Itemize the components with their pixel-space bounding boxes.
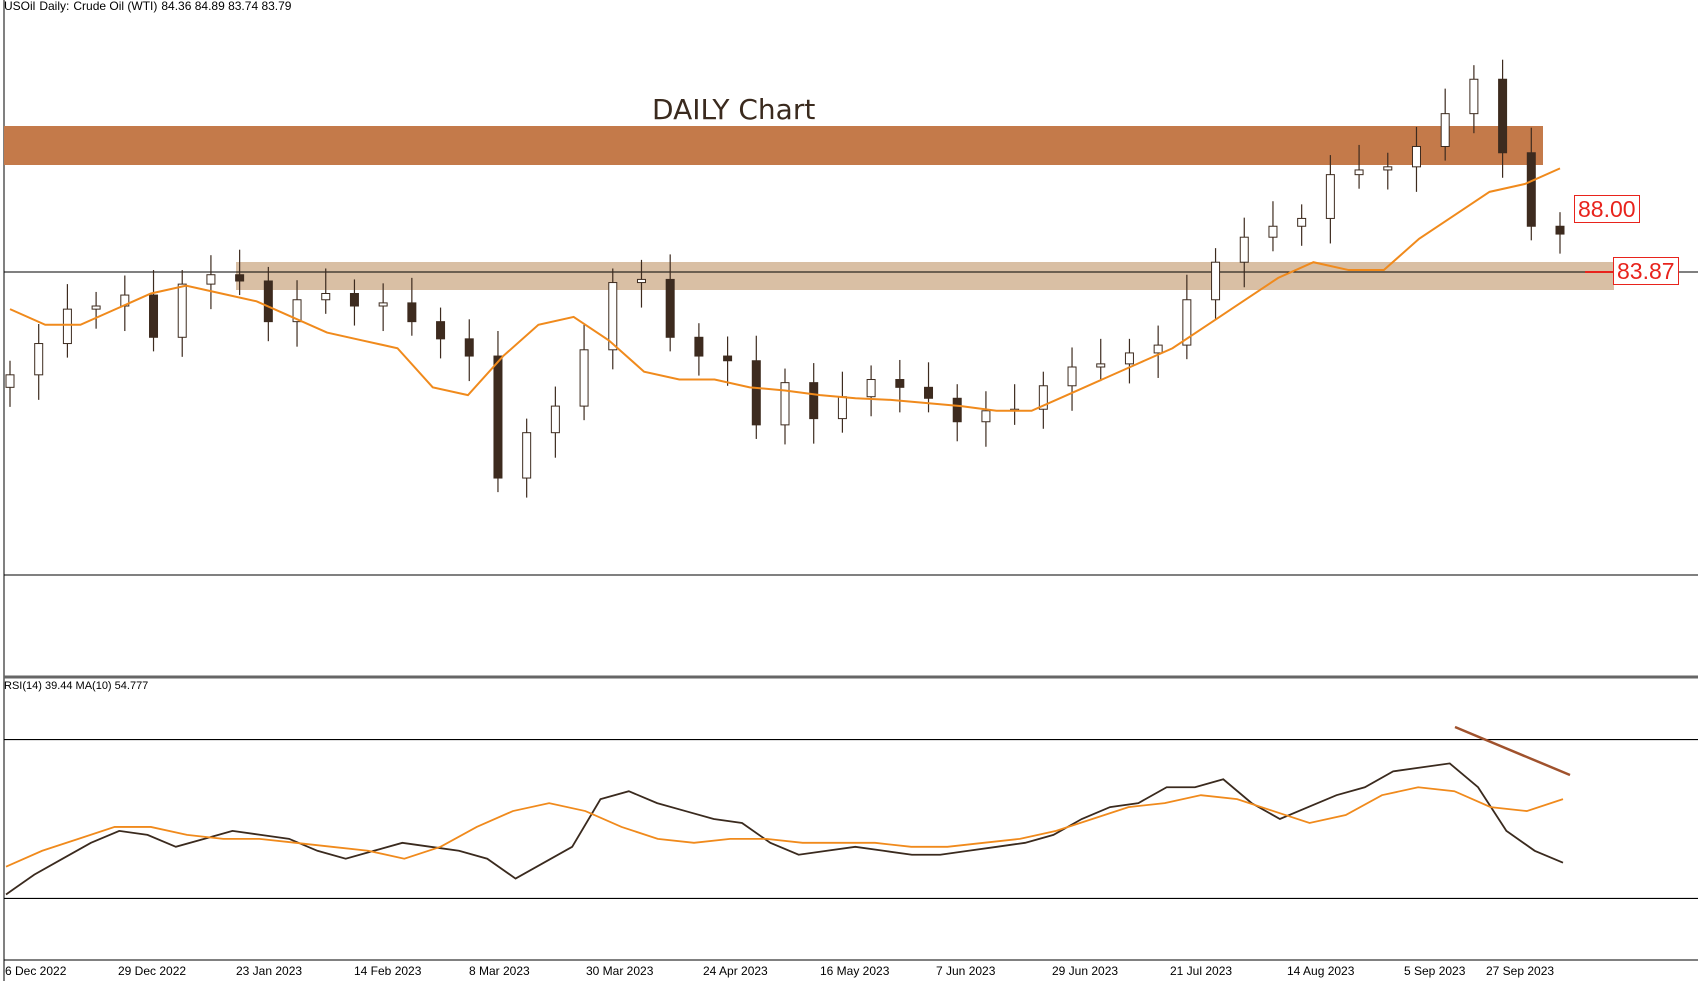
x-tick-label: 14 Feb 2023 [354, 964, 422, 978]
candle-bullish [1211, 261, 1221, 301]
instrument-name: Crude Oil (WTI) [73, 0, 158, 13]
candle-bearish [349, 293, 359, 307]
candle-bullish [981, 410, 991, 423]
candle-bullish [1067, 366, 1077, 387]
candle-bearish [952, 397, 962, 423]
x-tick-label: 27 Sep 2023 [1486, 964, 1554, 978]
candle-bullish [780, 382, 790, 426]
candle-bullish [1124, 352, 1134, 365]
candle-bearish [235, 274, 245, 282]
candle-bullish [1182, 299, 1192, 346]
x-tick-label: 29 Dec 2022 [118, 964, 186, 978]
candle-bullish [1325, 174, 1335, 219]
candle-bearish [436, 321, 446, 340]
candle-bearish [809, 382, 819, 420]
candle-bullish [1038, 385, 1048, 410]
candle-bearish [263, 280, 273, 323]
candle-bearish [493, 355, 503, 479]
rsi-header: RSI(14) 39.44 MA(10) 54.777 [4, 680, 149, 692]
candle-bearish [407, 302, 417, 323]
candle-bearish [464, 338, 474, 357]
support-zone [236, 262, 1614, 290]
candle-bullish [1153, 344, 1163, 354]
x-tick-label: 7 Jun 2023 [936, 964, 996, 978]
price-label-lower: 83.87 [1613, 257, 1679, 285]
ohlc-values: 84.36 84.89 83.74 83.79 [161, 0, 292, 13]
x-tick-label: 6 Dec 2022 [5, 964, 67, 978]
candle-bullish [1469, 78, 1479, 115]
rsi-line [5, 762, 1564, 896]
candle-bullish [1383, 166, 1393, 171]
candle-bearish [149, 294, 159, 338]
candle-bullish [1354, 169, 1364, 176]
candle-bearish [1555, 225, 1565, 235]
resistance-zone [4, 126, 1543, 165]
candle-bullish [321, 293, 331, 301]
x-tick-label: 14 Aug 2023 [1287, 964, 1355, 978]
candle-bullish [1239, 236, 1249, 263]
candle-bullish [636, 278, 646, 284]
candle-bearish [1526, 152, 1536, 227]
candle-bullish [378, 302, 388, 307]
candle-bullish [1297, 217, 1307, 227]
candle-bearish [665, 278, 675, 338]
candle-bullish [1268, 225, 1278, 238]
price-label-upper: 88.00 [1574, 195, 1640, 223]
candle-bullish [837, 396, 847, 420]
candle-bearish [751, 360, 761, 426]
candle-bullish [608, 282, 618, 351]
candle-bullish [91, 305, 101, 310]
candle-bearish [924, 386, 934, 399]
x-tick-label: 23 Jan 2023 [236, 964, 302, 978]
candle-bullish [522, 432, 532, 479]
moving-average-line [9, 167, 1561, 412]
candle-bullish [177, 283, 187, 338]
candle-bullish [550, 405, 560, 434]
chart-title: DAILY Chart [652, 93, 816, 126]
x-tick-label: 30 Mar 2023 [586, 964, 654, 978]
rsi-ma-line [5, 786, 1564, 868]
candle-bullish [62, 308, 72, 345]
candle-bearish [1498, 78, 1508, 154]
candle-bullish [866, 379, 876, 398]
candle-bullish [206, 274, 216, 285]
candle-bullish [1411, 145, 1421, 168]
x-tick-label: 29 Jun 2023 [1052, 964, 1118, 978]
candle-bearish [895, 379, 905, 388]
candle-bullish [292, 299, 302, 323]
symbol-info: USOil Daily: Crude Oil (WTI) 84.36 84.89 83… [4, 0, 295, 13]
x-tick-label: 16 May 2023 [820, 964, 890, 978]
x-tick-label: 21 Jul 2023 [1170, 964, 1232, 978]
x-tick-label: 5 Sep 2023 [1404, 964, 1466, 978]
symbol-name: USOil [4, 0, 36, 13]
candle-bullish [5, 374, 15, 388]
candle-bearish [723, 355, 733, 362]
candle-bullish [579, 349, 589, 407]
candle-bullish [1440, 113, 1450, 147]
x-tick-label: 8 Mar 2023 [469, 964, 530, 978]
x-tick-label: 24 Apr 2023 [703, 964, 768, 978]
candle-bearish [694, 336, 704, 357]
rsi-trendline [1454, 725, 1571, 777]
candle-bullish [1096, 363, 1106, 368]
candle-bullish [34, 343, 44, 376]
timeframe: Daily: [39, 0, 70, 13]
